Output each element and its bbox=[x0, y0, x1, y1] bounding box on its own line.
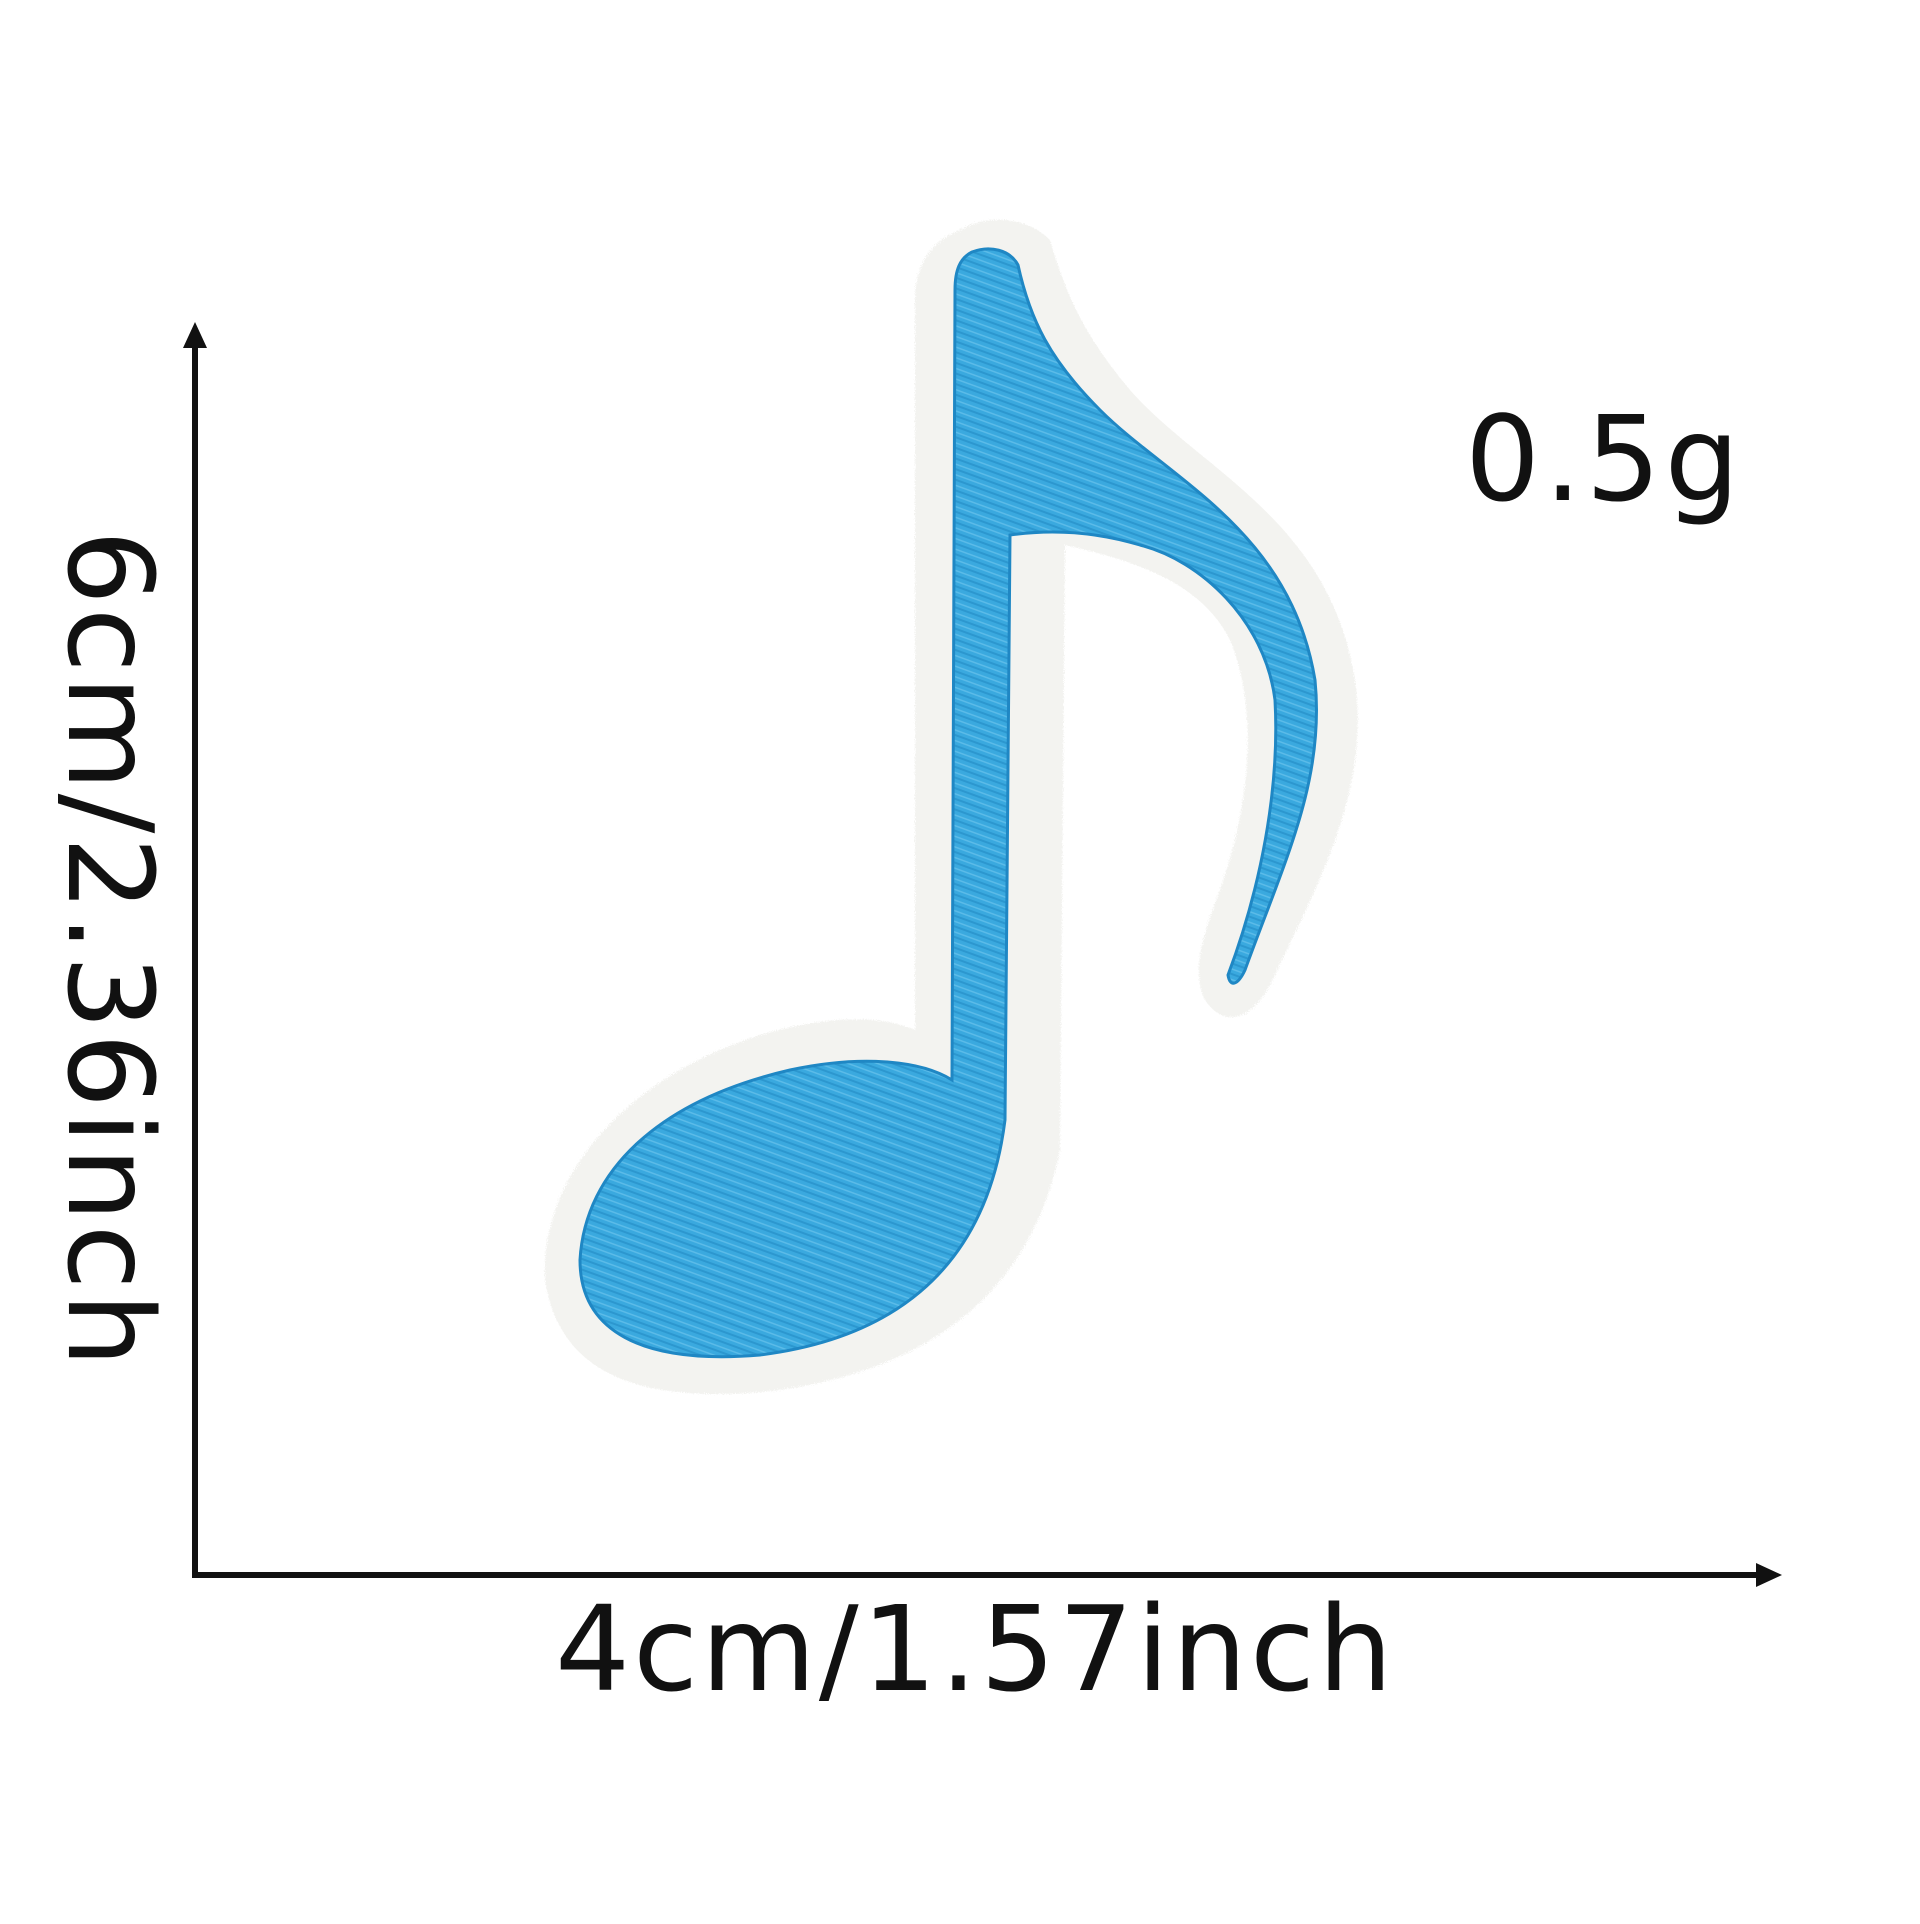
height-label: 6cm/2.36inch bbox=[41, 529, 179, 1371]
width-label: 4cm/1.57inch bbox=[555, 1580, 1396, 1718]
height-label-container: 6cm/2.36inch bbox=[41, 520, 179, 1380]
height-arrow-head bbox=[183, 322, 207, 348]
eighth-note-icon bbox=[544, 219, 1358, 1395]
patch-embroidery bbox=[578, 247, 1319, 1359]
weight-label: 0.5g bbox=[1465, 390, 1744, 528]
width-arrow-head bbox=[1756, 1563, 1782, 1587]
